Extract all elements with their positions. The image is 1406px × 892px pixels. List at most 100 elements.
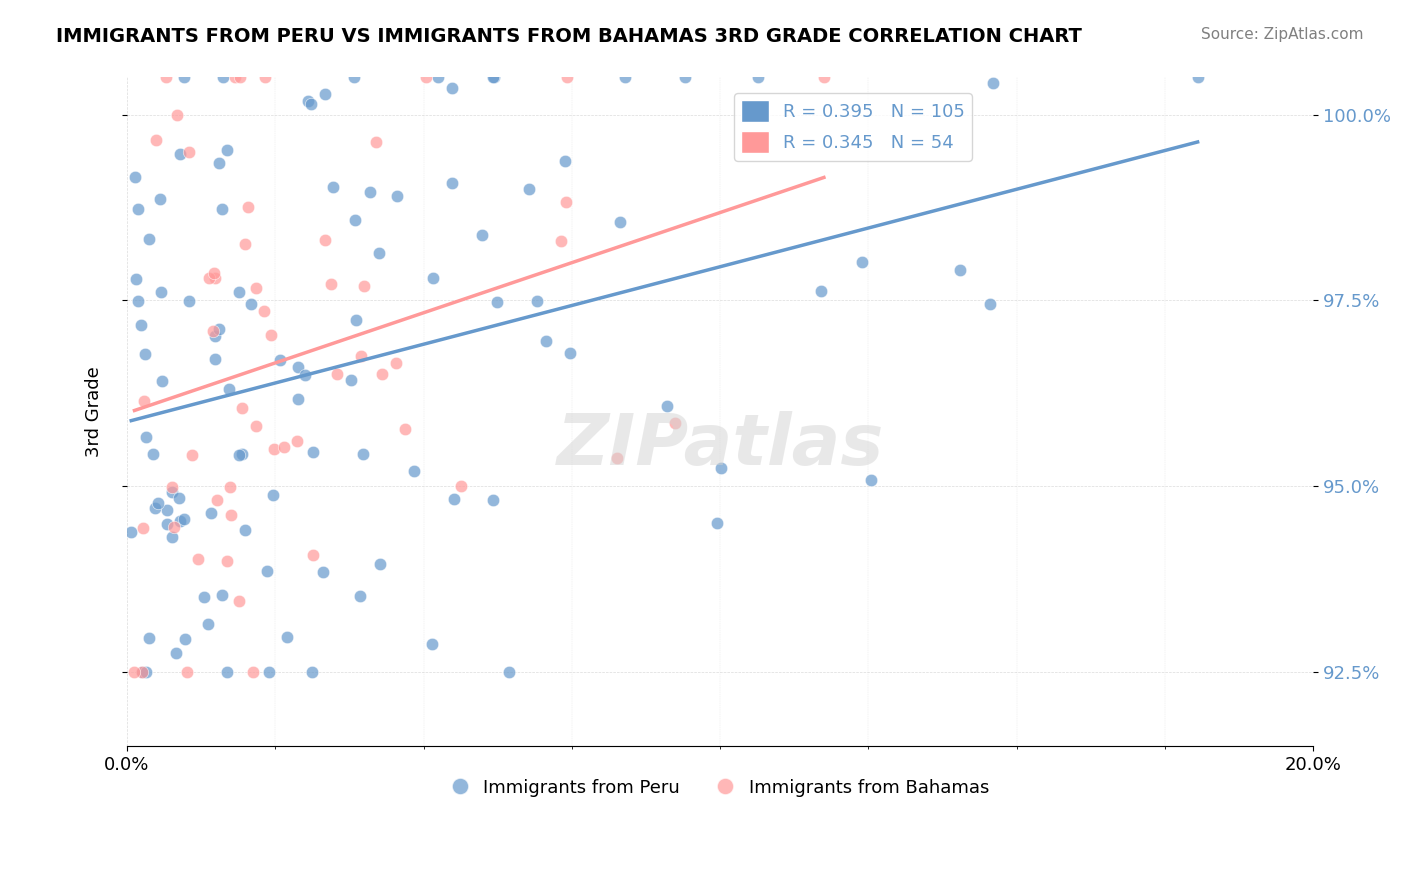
Point <box>262 488 284 502</box>
Point <box>981 76 1004 90</box>
Point <box>127 202 149 217</box>
Point <box>325 367 347 381</box>
Point <box>368 245 391 260</box>
Point <box>426 70 449 85</box>
Point <box>343 212 366 227</box>
Point <box>156 503 179 517</box>
Point <box>287 392 309 406</box>
Point <box>187 551 209 566</box>
Point <box>614 70 637 85</box>
Point <box>131 665 153 679</box>
Point <box>208 156 231 170</box>
Point <box>219 508 242 522</box>
Point <box>810 285 832 299</box>
Point <box>287 360 309 375</box>
Point <box>215 554 238 568</box>
Point <box>134 393 156 408</box>
Point <box>180 448 202 462</box>
Point <box>979 297 1001 311</box>
Point <box>322 180 344 194</box>
Point <box>169 491 191 506</box>
Point <box>256 564 278 578</box>
Point <box>211 202 233 216</box>
Point <box>208 322 231 336</box>
Point <box>344 313 367 327</box>
Y-axis label: 3rd Grade: 3rd Grade <box>86 367 103 457</box>
Point <box>198 270 221 285</box>
Text: IMMIGRANTS FROM PERU VS IMMIGRANTS FROM BAHAMAS 3RD GRADE CORRELATION CHART: IMMIGRANTS FROM PERU VS IMMIGRANTS FROM … <box>56 27 1083 45</box>
Point <box>142 446 165 460</box>
Point <box>471 228 494 243</box>
Point <box>747 70 769 85</box>
Point <box>228 448 250 462</box>
Point <box>176 665 198 679</box>
Point <box>558 346 581 360</box>
Point <box>253 304 276 318</box>
Point <box>302 445 325 459</box>
Point <box>443 492 465 507</box>
Point <box>297 94 319 108</box>
Point <box>259 327 281 342</box>
Point <box>609 214 631 228</box>
Point <box>673 70 696 85</box>
Point <box>349 589 371 603</box>
Point <box>498 665 520 679</box>
Point <box>550 234 572 248</box>
Point <box>482 70 505 85</box>
Point <box>359 185 381 199</box>
Point <box>150 374 173 388</box>
Point <box>710 461 733 475</box>
Point <box>245 419 267 434</box>
Point <box>534 334 557 348</box>
Point <box>555 70 578 85</box>
Point <box>169 147 191 161</box>
Point <box>371 367 394 381</box>
Point <box>263 442 285 457</box>
Point <box>368 557 391 571</box>
Point <box>813 70 835 85</box>
Point <box>319 277 342 291</box>
Point <box>149 192 172 206</box>
Point <box>205 492 228 507</box>
Point <box>177 145 200 160</box>
Point <box>173 512 195 526</box>
Point <box>202 267 225 281</box>
Text: Source: ZipAtlas.com: Source: ZipAtlas.com <box>1201 27 1364 42</box>
Point <box>242 665 264 679</box>
Point <box>146 496 169 510</box>
Point <box>135 429 157 443</box>
Point <box>311 565 333 579</box>
Point <box>253 70 276 85</box>
Point <box>215 143 238 157</box>
Point <box>1187 70 1209 85</box>
Point <box>193 590 215 604</box>
Legend: Immigrants from Peru, Immigrants from Bahamas: Immigrants from Peru, Immigrants from Ba… <box>444 772 997 804</box>
Point <box>138 232 160 246</box>
Point <box>353 279 375 293</box>
Point <box>276 630 298 644</box>
Point <box>606 451 628 466</box>
Point <box>285 434 308 448</box>
Point <box>420 637 443 651</box>
Point <box>228 285 250 299</box>
Point <box>201 324 224 338</box>
Point <box>173 70 195 85</box>
Point <box>211 588 233 602</box>
Point <box>364 135 387 149</box>
Point <box>555 195 578 210</box>
Point <box>302 548 325 562</box>
Text: ZIPatlas: ZIPatlas <box>557 410 884 480</box>
Point <box>314 87 336 101</box>
Point <box>664 416 686 430</box>
Point <box>160 530 183 544</box>
Point <box>150 285 173 299</box>
Point <box>155 70 177 85</box>
Point <box>235 523 257 537</box>
Point <box>129 318 152 332</box>
Point <box>128 294 150 309</box>
Point <box>177 293 200 308</box>
Point <box>486 294 509 309</box>
Point <box>949 263 972 277</box>
Point <box>526 294 548 309</box>
Point <box>124 169 146 184</box>
